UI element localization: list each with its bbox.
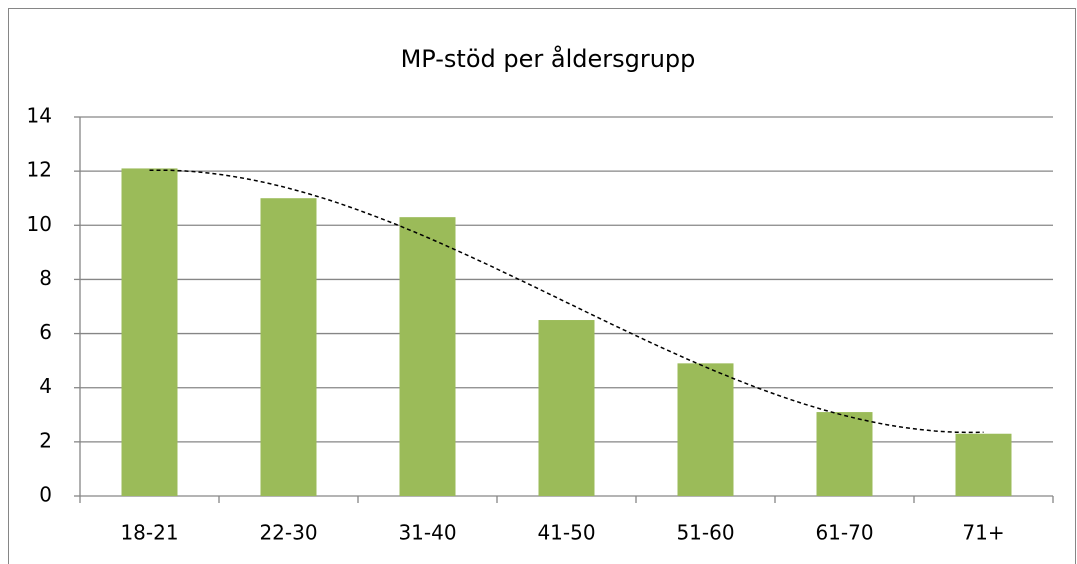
y-tick-label: 6 — [39, 320, 52, 344]
y-tick-label: 0 — [39, 483, 52, 507]
y-tick-label: 10 — [27, 212, 52, 236]
x-tick-label: 71+ — [962, 521, 1004, 545]
chart-title: MP-stöd per åldersgrupp — [401, 44, 696, 73]
trendline — [149, 169, 984, 434]
bar — [677, 363, 734, 496]
x-tick-label: 31-40 — [398, 521, 456, 545]
y-tick-label: 8 — [39, 266, 52, 290]
y-tick-label: 14 — [27, 104, 52, 128]
bar — [816, 412, 873, 496]
y-tick-label: 12 — [27, 158, 52, 182]
x-tick-label: 51-60 — [676, 521, 734, 545]
y-tick-label: 4 — [39, 374, 52, 398]
bar — [121, 168, 178, 496]
x-tick-label: 41-50 — [537, 521, 595, 545]
bar — [955, 433, 1012, 496]
y-tick-label: 2 — [39, 428, 52, 452]
x-tick-label: 18-21 — [120, 521, 178, 545]
bar — [399, 217, 456, 496]
bar — [538, 320, 595, 496]
bar — [260, 198, 317, 496]
x-tick-label: 22-30 — [259, 521, 317, 545]
x-tick-label: 61-70 — [815, 521, 873, 545]
